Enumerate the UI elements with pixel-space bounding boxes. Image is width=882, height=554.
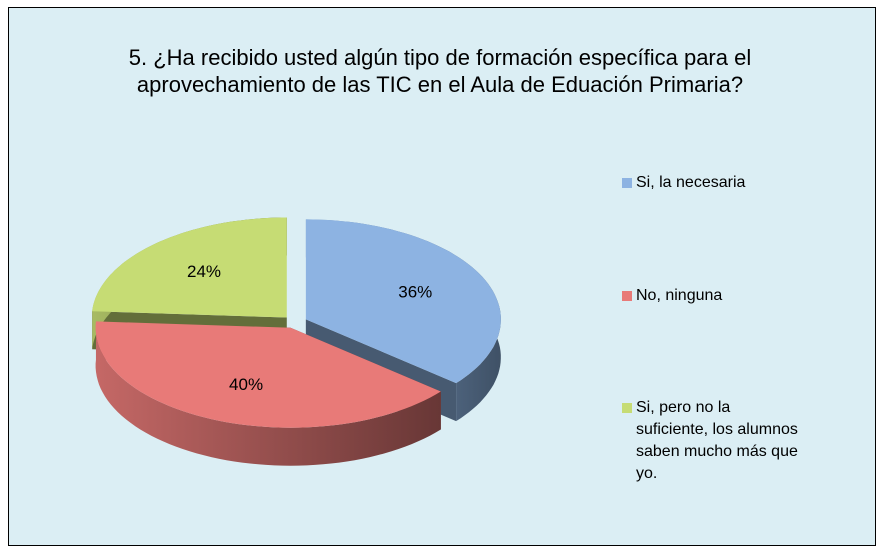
data-label: 24% — [187, 262, 221, 281]
legend-item: Si, la necesaria — [622, 172, 806, 194]
slice — [95, 321, 441, 428]
legend-swatch — [622, 178, 632, 188]
data-label: 36% — [398, 282, 432, 301]
legend-label: Si, la necesaria — [636, 174, 746, 191]
legend-swatch — [622, 291, 632, 301]
slice — [92, 217, 287, 318]
legend-label: No, ninguna — [636, 287, 723, 304]
legend-swatch — [622, 403, 632, 413]
legend-item: Si, pero no la suficiente, los alumnos s… — [622, 397, 806, 485]
slice — [305, 219, 501, 384]
chart-title: 5. ¿Ha recibido usted algún tipo de form… — [128, 45, 752, 97]
slice-side — [95, 321, 441, 466]
data-label: 40% — [229, 375, 263, 394]
legend-item: No, ninguna — [622, 285, 806, 307]
legend-label: Si, pero no la suficiente, los alumnos s… — [636, 399, 798, 482]
